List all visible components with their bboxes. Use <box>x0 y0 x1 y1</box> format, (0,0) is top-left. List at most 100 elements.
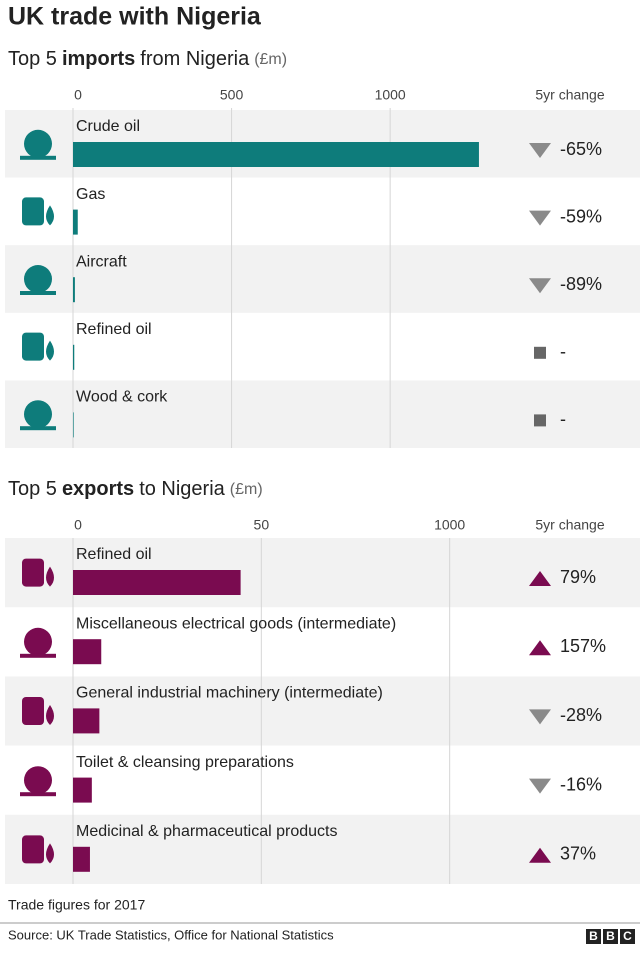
change-label: -28% <box>560 705 602 725</box>
change-marker <box>529 778 551 794</box>
title-part: Top 5 <box>8 48 57 70</box>
bar <box>73 412 74 438</box>
icon-shape <box>22 332 44 361</box>
change-marker <box>534 414 546 427</box>
brand-logo: B B C <box>586 929 635 944</box>
icon <box>22 197 54 226</box>
x-tick-label: 1000 <box>434 517 465 533</box>
logo-box <box>603 929 618 944</box>
row-label: General industrial machinery (intermedia… <box>76 685 383 702</box>
bar <box>73 142 479 167</box>
footnote: Trade figures for 2017 <box>8 897 145 913</box>
icon <box>20 129 56 160</box>
title-part: from Nigeria <box>140 48 250 70</box>
row-label: Miscellaneous electrical goods (intermed… <box>76 615 396 632</box>
bar <box>73 846 90 872</box>
row-label: Medicinal & pharmaceutical products <box>76 823 337 840</box>
logo-letter: B <box>589 929 598 943</box>
logo-box <box>586 929 601 944</box>
chart-title: Top 5 imports from Nigeria (£m) <box>8 48 287 70</box>
row-label: Toilet & cleansing preparations <box>76 754 294 771</box>
bar <box>73 344 75 370</box>
icon-shape <box>22 835 44 864</box>
icon-shape <box>22 197 44 226</box>
change-label: - <box>560 342 566 362</box>
change-label: -59% <box>560 206 602 226</box>
change-marker <box>529 143 551 158</box>
icon <box>22 332 54 361</box>
icon-shape <box>24 627 52 656</box>
icon-shape <box>20 155 56 160</box>
title-unit: (£m) <box>254 51 287 68</box>
change-label: -16% <box>560 774 602 794</box>
icon <box>20 265 56 295</box>
change-label: -89% <box>560 274 602 294</box>
bar <box>73 209 78 235</box>
x-tick-label: 1000 <box>375 87 406 103</box>
row-label: Refined oil <box>76 321 152 338</box>
change-header: 5yr change <box>535 87 604 103</box>
icon-shape <box>46 843 54 864</box>
icon-shape <box>24 129 52 158</box>
row-label: Refined oil <box>76 546 152 563</box>
row-background <box>5 814 640 884</box>
logo-box <box>620 929 635 944</box>
icon-shape <box>46 205 54 226</box>
title-part: Top 5 <box>8 478 57 500</box>
change-marker <box>529 640 551 656</box>
change-label: 79% <box>560 567 596 587</box>
chart-title: Top 5 exports to Nigeria (£m) <box>8 478 263 500</box>
x-tick-label: 500 <box>220 87 244 103</box>
change-marker <box>529 709 551 725</box>
icon-shape <box>46 705 54 725</box>
bar <box>73 708 100 734</box>
icon-shape <box>22 558 44 587</box>
icon-shape <box>24 265 52 293</box>
icon-shape <box>20 291 56 295</box>
bar <box>73 277 75 303</box>
change-label: - <box>560 409 566 429</box>
icon-shape <box>22 697 44 725</box>
change-label: -65% <box>560 139 602 159</box>
bar <box>73 777 92 803</box>
bar <box>73 570 241 595</box>
x-tick-label: 50 <box>254 517 270 533</box>
title-unit: (£m) <box>230 481 263 498</box>
icon <box>22 558 54 587</box>
bar <box>73 639 102 665</box>
icon-shape <box>20 653 56 658</box>
icon-shape <box>46 566 54 587</box>
source: Source: UK Trade Statistics, Office for … <box>8 927 334 942</box>
x-tick-label: 0 <box>74 87 82 103</box>
row-label: Gas <box>76 186 105 203</box>
x-tick-label: 0 <box>74 517 82 533</box>
change-marker <box>529 278 551 294</box>
icon-shape <box>24 400 52 429</box>
icon <box>20 627 56 658</box>
change-label: 37% <box>560 844 596 864</box>
change-header: 5yr change <box>535 517 604 533</box>
logo-letter: B <box>606 929 615 943</box>
icon-shape <box>46 340 54 361</box>
title-part: to Nigeria <box>139 478 225 500</box>
icon-shape <box>24 766 52 795</box>
main-title: UK trade with Nigeria <box>8 3 262 31</box>
change-label: 157% <box>560 636 606 656</box>
change-marker <box>529 210 551 226</box>
row-label: Wood & cork <box>76 389 168 406</box>
title-part: exports <box>62 478 134 500</box>
row-label: Crude oil <box>76 118 140 135</box>
change-marker <box>534 346 546 359</box>
row-background <box>5 380 640 448</box>
change-marker <box>529 571 551 586</box>
row-label: Aircraft <box>76 253 127 270</box>
change-marker <box>529 847 551 863</box>
icon <box>20 766 56 797</box>
icon-shape <box>20 426 56 431</box>
icon <box>22 835 54 864</box>
icon <box>20 400 56 431</box>
icon <box>22 697 54 725</box>
title-part: imports <box>62 48 135 70</box>
icon-shape <box>20 792 56 797</box>
